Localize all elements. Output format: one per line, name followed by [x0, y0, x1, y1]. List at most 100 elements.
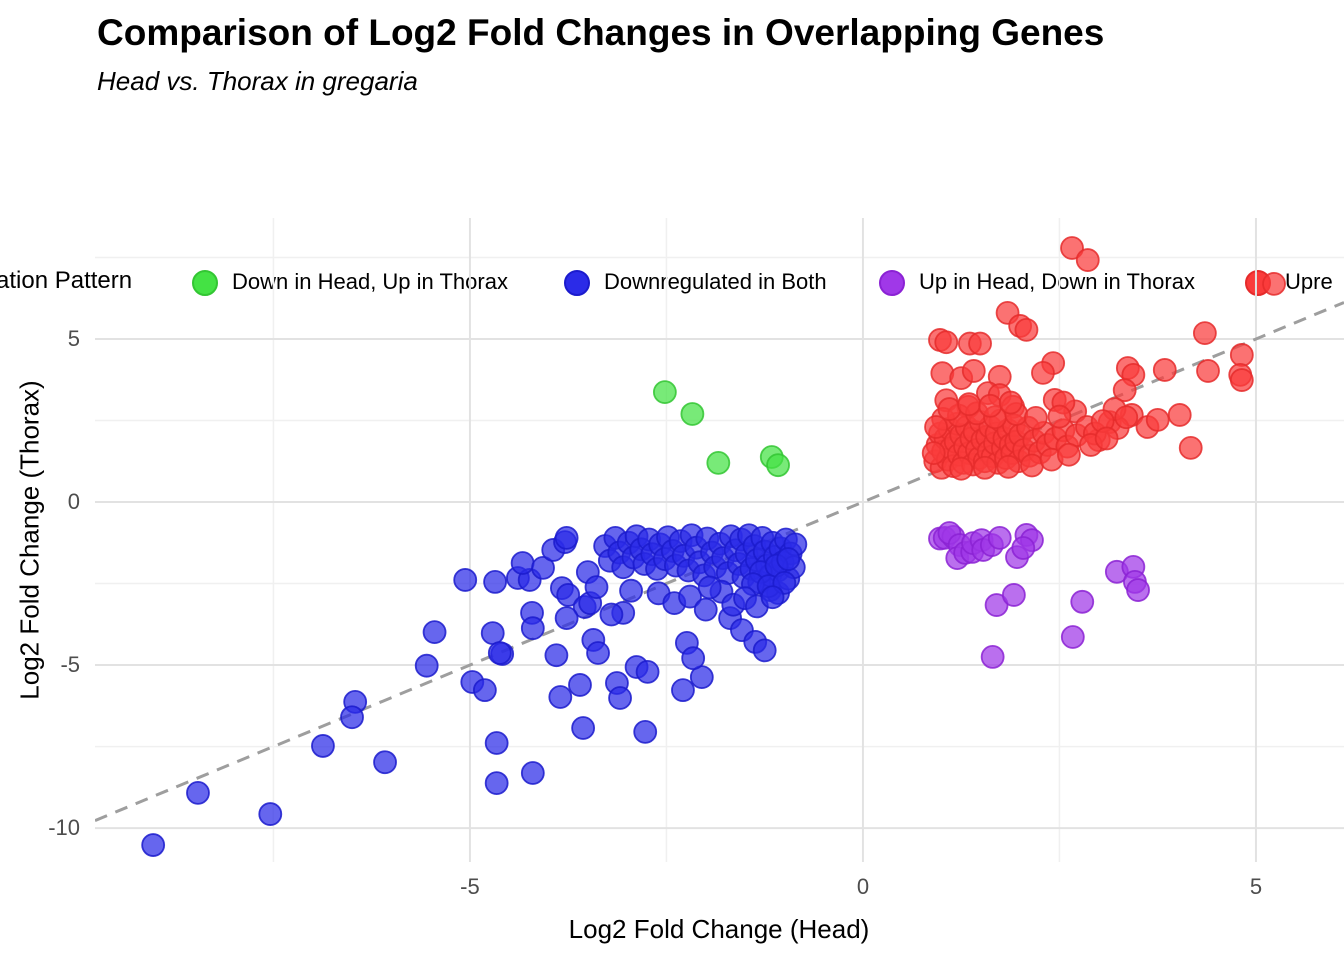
data-point [373, 750, 397, 775]
data-point [978, 393, 1003, 418]
data-point [1196, 359, 1220, 383]
data-point [586, 641, 610, 665]
y-tick-label: 0 [67, 489, 80, 514]
data-point [1075, 248, 1100, 272]
data-point [571, 716, 596, 740]
legend-item-label: Down in Head, Up in Thorax [232, 269, 508, 294]
data-point [934, 330, 959, 355]
data-point [544, 643, 569, 668]
data-point [1070, 589, 1095, 614]
data-point [599, 602, 624, 627]
data-point [1014, 317, 1039, 342]
legend-item-label: Up in Head, Down in Thorax [919, 269, 1195, 294]
data-point [1094, 426, 1119, 451]
data-point [1152, 358, 1177, 382]
x-tick-label: -5 [460, 874, 480, 899]
data-point [453, 568, 478, 592]
y-tick-label: 5 [67, 325, 80, 351]
y-axis-title: Log2 Fold Change (Thorax) [14, 380, 45, 700]
data-point [1126, 578, 1150, 602]
data-point [472, 678, 497, 703]
data-point [619, 578, 643, 603]
data-point [1114, 405, 1139, 430]
data-point [531, 555, 555, 580]
scatter-plot-svg [94, 218, 1344, 862]
y-tick-label: -10 [48, 815, 80, 841]
data-point [554, 525, 579, 550]
legend-item-label: Downregulated in Both [604, 269, 827, 294]
data-point [671, 678, 695, 703]
data-point [972, 455, 997, 480]
data-point [776, 547, 801, 571]
data-point [697, 575, 722, 600]
data-point [1060, 236, 1084, 260]
x-tick-label: 0 [856, 874, 870, 899]
data-point [556, 583, 581, 607]
data-point [1178, 435, 1203, 460]
data-point [1229, 368, 1254, 392]
data-point [980, 644, 1005, 669]
data-point [680, 402, 705, 426]
data-point [480, 621, 505, 645]
legend-swatch-icon [192, 270, 218, 296]
legend-swatch-icon [564, 270, 590, 296]
legend-title: ation Pattern [0, 267, 133, 294]
data-point [1020, 453, 1044, 478]
data-point [414, 653, 439, 678]
data-point [1192, 321, 1217, 346]
data-point [1060, 625, 1085, 649]
data-point [924, 415, 948, 439]
data-point [548, 685, 573, 709]
page-title: Comparison of Log2 Fold Changes in Overl… [97, 12, 1105, 53]
data-point [487, 641, 512, 665]
data-point [484, 731, 509, 755]
data-point [957, 392, 981, 417]
data-point [1056, 442, 1081, 467]
data-point [752, 638, 777, 663]
data-point [968, 331, 992, 356]
legend-item-label: Upre [1285, 269, 1333, 294]
data-point [1229, 343, 1254, 367]
data-point [510, 551, 535, 575]
data-point [258, 802, 283, 826]
x-tick-label: 5 [1249, 874, 1263, 899]
data-point [678, 584, 702, 609]
data-point [998, 390, 1023, 415]
data-point [1001, 583, 1026, 607]
page-subtitle: Head vs. Thorax in gregaria [97, 66, 418, 96]
data-point [422, 620, 447, 645]
data-point [633, 719, 658, 744]
data-point [1011, 536, 1036, 560]
data-point [141, 833, 166, 857]
data-point [608, 686, 632, 710]
data-point [961, 359, 986, 383]
x-axis-title: Log2 Fold Change (Head) [568, 914, 870, 944]
data-point [996, 454, 1021, 479]
data-point [484, 771, 509, 795]
data-point [584, 575, 609, 600]
legend-swatch-icon [879, 270, 905, 296]
data-point [554, 606, 579, 630]
data-point [1023, 405, 1048, 430]
data-point [1167, 403, 1192, 427]
data-point [949, 456, 974, 481]
data-point [706, 450, 731, 475]
y-tick-label: -5 [60, 652, 80, 678]
data-point [520, 616, 545, 641]
scatter-plot-panel [94, 218, 1344, 862]
data-point [652, 380, 677, 405]
data-point [568, 673, 592, 697]
data-point [186, 780, 210, 805]
legend: ation Pattern Down in Head, Up in Thorax… [0, 128, 1344, 296]
data-point [1262, 271, 1286, 296]
data-point [1031, 360, 1055, 385]
data-point [1145, 407, 1170, 432]
data-point [311, 734, 335, 758]
data-point [681, 646, 706, 671]
data-point [766, 453, 790, 478]
data-point [984, 593, 1009, 617]
data-point [1112, 378, 1137, 403]
data-point [520, 761, 545, 785]
data-point [1047, 404, 1072, 429]
